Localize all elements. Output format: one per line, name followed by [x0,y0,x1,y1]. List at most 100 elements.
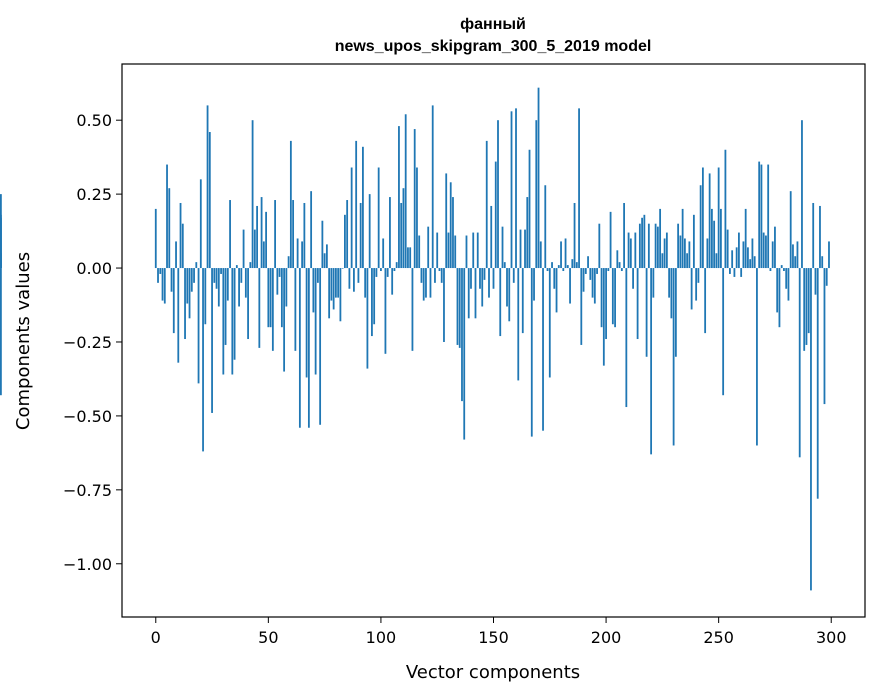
bar-154 [501,226,504,269]
bar-271 [765,235,767,269]
bar-200 [605,268,607,340]
bar-38 [240,268,243,283]
bar-54 [276,268,279,295]
bar-102 [384,268,387,354]
x-tick-label-100: 100 [366,628,397,647]
bar-199 [602,268,605,366]
bar-56 [280,268,283,328]
bar-292 [812,202,815,269]
bar-90 [357,268,360,283]
bar-169 [535,120,538,269]
bar-205 [616,250,619,269]
bar-103 [386,268,389,277]
bar-47 [260,197,263,269]
bar-237 [688,241,691,269]
bar-9 [175,241,177,269]
bar-75 [323,253,326,269]
bar-113 [409,247,412,269]
bar-262 [744,208,747,269]
bar-15 [188,268,191,319]
x-tick-label-50: 50 [258,628,278,647]
bar-105 [391,268,394,295]
bar-77 [328,268,331,319]
bar-96 [371,268,373,337]
bar-11 [179,202,182,269]
bar-73 [319,268,322,425]
bar-140 [470,268,472,289]
bar-109 [400,202,403,269]
bar-69 [310,191,313,269]
bar-231 [674,268,677,357]
bar-159 [512,268,515,283]
bar-98 [375,268,378,277]
bar-291 [810,268,812,591]
bar-238 [690,268,693,310]
bar-196 [596,268,598,274]
bar-268 [758,161,761,269]
bar-225 [661,253,664,269]
bar-150 [492,268,495,289]
bar-282 [789,191,792,269]
x-tick-label-200: 200 [591,628,622,647]
bar-297 [823,268,826,405]
x-tick-label-150: 150 [478,628,509,647]
bar-209 [625,268,628,408]
bar-85 [346,200,349,269]
bar-129 [445,173,448,269]
bar-142 [474,268,477,319]
bars-group [0,87,830,591]
bar-41 [247,268,249,340]
bar-186 [573,202,576,269]
bar-33 [229,200,231,269]
bar-60 [289,140,292,269]
bar-208 [623,202,625,269]
bar-23 [206,105,209,269]
bar-173 [544,185,547,269]
bar-244 [704,268,707,334]
bar-6 [168,188,171,269]
bar-216 [641,217,643,269]
bar-273 [769,268,772,272]
chart-title: фанный [460,16,526,33]
bar-229 [670,268,673,319]
bar-240 [695,268,698,301]
bar-79 [332,268,335,310]
bar-145 [481,268,484,307]
bar-12 [181,223,184,269]
bar-146 [483,268,486,280]
bar-152 [497,120,499,269]
bar-13 [184,268,186,340]
bar-226 [663,238,666,269]
bar-112 [407,247,409,269]
bar-1 [157,268,159,283]
bar-263 [747,247,749,269]
bar-68 [307,268,310,428]
bar-259 [738,232,740,269]
bar-131 [449,182,452,269]
bar-40 [244,268,247,298]
bar-166 [528,149,531,269]
bar-undefined [0,194,2,269]
bar-72 [316,268,319,283]
bar-127 [440,268,443,283]
bar-107 [395,262,398,269]
bar-258 [735,247,738,269]
bar-153 [499,268,502,337]
bar-138 [465,235,468,269]
bar-242 [699,185,702,269]
bar-94 [366,268,369,369]
bar-198 [600,268,603,328]
bar-214 [636,268,639,340]
x-axis-label: Vector components [406,662,580,683]
bar-139 [467,268,470,319]
bar-228 [668,268,671,298]
bar-249 [715,253,718,269]
bar-156 [506,268,508,307]
bar-82 [339,268,342,322]
bar-24 [208,132,211,269]
bar-295 [819,205,821,269]
bar-74 [321,220,324,269]
bar-119 [422,268,425,301]
bar-165 [526,197,529,269]
